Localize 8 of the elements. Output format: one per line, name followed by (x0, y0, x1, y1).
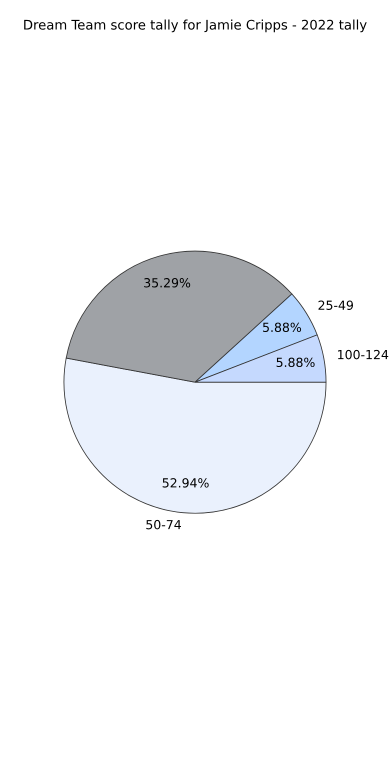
data-label: 52.94% (162, 478, 209, 488)
chart-title: Dream Team score tally for Jamie Cripps - 2022 tally (24, 20, 367, 32)
slice-label: 25-49 (318, 300, 354, 310)
data-label: 5.88% (263, 322, 302, 332)
slice-label: 50-74 (146, 520, 181, 530)
data-label: 5.88% (276, 358, 315, 368)
slice-label: 100-124 (338, 350, 388, 360)
data-label: 35.29% (144, 278, 190, 288)
